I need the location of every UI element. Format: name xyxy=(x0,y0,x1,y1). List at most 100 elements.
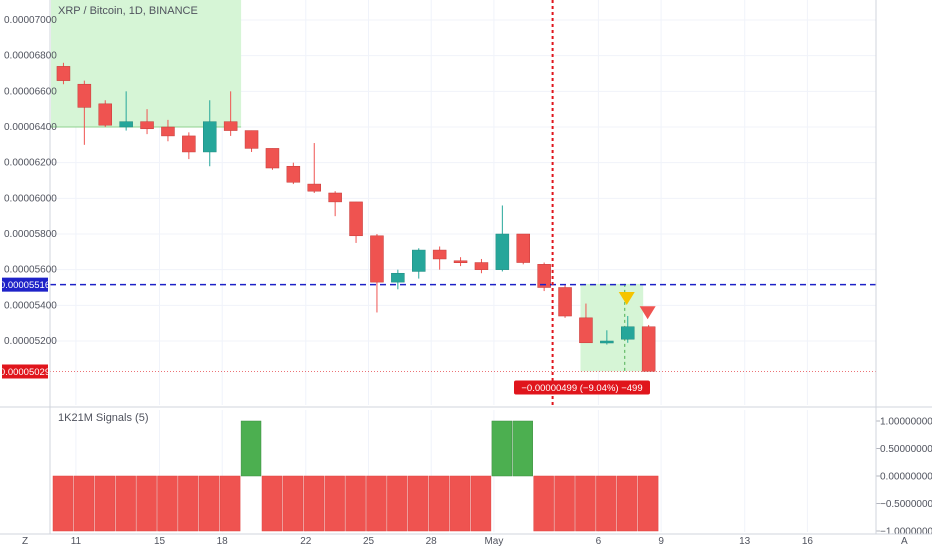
signal-bar xyxy=(470,475,492,532)
overlay-lines: 0.00005516 0.00005029 −0.00000499 (−9.04%)… xyxy=(0,0,876,405)
signals-panel: 1.00000000 0.50000000 0.00000000 −0.5000000… xyxy=(52,417,932,538)
signal-bar xyxy=(512,420,533,477)
signal-triangle xyxy=(618,291,635,305)
x-tick-label: 28 xyxy=(426,536,438,547)
candle-body xyxy=(203,121,217,153)
signal-bar xyxy=(115,475,136,532)
x-tick-label: 22 xyxy=(300,536,312,547)
candles xyxy=(56,62,656,372)
green-zone-top-left xyxy=(51,0,242,127)
bottom-left-label[interactable]: Z xyxy=(22,536,28,547)
candle-body xyxy=(161,126,175,137)
signal-bar xyxy=(73,475,95,532)
candle-body xyxy=(537,264,551,288)
x-tick-label: 25 xyxy=(363,536,375,547)
x-tick-label: 16 xyxy=(802,536,814,547)
x-tick-label: 6 xyxy=(596,536,602,547)
candle-body xyxy=(223,121,238,131)
chart-title: XRP / Bitcoin, 1D, BINANCE xyxy=(58,5,198,17)
signal-bar xyxy=(282,475,304,532)
candle-body xyxy=(453,260,468,263)
signal-bar xyxy=(387,475,408,532)
y-tick-label: 0.00005600 xyxy=(4,265,57,276)
y-tick-label: 0.00005400 xyxy=(4,300,57,311)
candle-body xyxy=(140,121,154,130)
x-tick-label: 18 xyxy=(217,536,229,547)
candle-body xyxy=(119,121,133,128)
signal-bar xyxy=(533,475,554,532)
signal-y-label: 0.00000000 xyxy=(880,472,932,483)
signal-bar xyxy=(94,475,115,532)
indicator-title: 1K21M Signals (5) xyxy=(58,412,149,424)
candle-body xyxy=(558,287,572,317)
signal-y-label: −1.00000000 xyxy=(880,527,932,538)
candle-body xyxy=(265,148,280,169)
x-tick-label: 9 xyxy=(658,536,664,547)
candle-body xyxy=(412,249,426,272)
y-tick-label: 0.00005200 xyxy=(4,336,57,347)
x-tick-label: 13 xyxy=(739,536,751,547)
signal-bar xyxy=(136,475,157,532)
candle-body xyxy=(370,235,384,283)
candle-body xyxy=(641,326,656,372)
candle-body xyxy=(621,326,635,340)
signal-bar xyxy=(617,475,638,532)
signal-y-label: 0.50000000 xyxy=(880,444,932,455)
signal-y-label: −0.50000000 xyxy=(880,499,932,510)
measure-label: −0.00000499 (−9.04%) −499 xyxy=(521,383,642,394)
bottom-right-label[interactable]: A xyxy=(901,536,908,547)
candle-body xyxy=(182,135,196,153)
y-tick-label: 0.00006600 xyxy=(4,86,57,97)
y-tick-label: 0.00005800 xyxy=(4,229,57,240)
candle-body xyxy=(328,192,342,203)
signal-bar xyxy=(52,475,74,532)
candle-body xyxy=(516,233,530,263)
signal-bar xyxy=(261,475,283,532)
signal-bar xyxy=(449,475,471,532)
blue-line-tag xyxy=(2,277,48,292)
signal-bar xyxy=(637,475,659,532)
candle-body xyxy=(432,249,447,260)
candle-body xyxy=(474,262,489,270)
candle-body xyxy=(600,340,614,344)
candle-body xyxy=(77,83,92,108)
measure-label-box xyxy=(514,380,650,395)
signal-y-label: 1.00000000 xyxy=(880,417,932,428)
current-price-label: 0.00005029 xyxy=(0,367,50,378)
candle-body xyxy=(495,233,510,270)
signal-bar xyxy=(199,475,220,532)
signal-bar xyxy=(428,475,450,532)
y-tick-label: 0.00006800 xyxy=(4,51,57,62)
signal-bar xyxy=(596,475,617,532)
x-tick-label: May xyxy=(484,536,503,547)
y-tick-label: 0.00007000 xyxy=(4,15,57,26)
candle-body xyxy=(286,165,301,183)
current-price-tag xyxy=(2,364,48,379)
blue-line-label: 0.00005516 xyxy=(0,280,50,291)
candle-body xyxy=(349,201,363,237)
y-tick-label: 0.00006200 xyxy=(4,158,57,169)
signal-bar xyxy=(575,475,596,532)
candle-body xyxy=(391,272,405,283)
x-tick-label: 15 xyxy=(154,536,166,547)
candle-body xyxy=(56,66,71,81)
y-tick-label: 0.00006000 xyxy=(4,193,57,204)
signal-bar xyxy=(408,475,429,532)
signal-bar xyxy=(303,475,324,532)
candle-body xyxy=(579,317,593,344)
signal-bar xyxy=(366,475,387,532)
signal-bar xyxy=(219,475,241,532)
x-tick-label: 11 xyxy=(71,536,82,547)
candle-body xyxy=(244,130,259,149)
signal-triangle xyxy=(639,306,656,320)
signal-bar xyxy=(491,420,513,477)
candle-body xyxy=(307,183,321,192)
signal-bar xyxy=(554,475,575,532)
signal-bar xyxy=(157,475,178,532)
signal-bar xyxy=(240,420,262,477)
signal-bar xyxy=(345,475,366,532)
signal-bar xyxy=(324,475,345,532)
signal-bar xyxy=(178,475,199,532)
